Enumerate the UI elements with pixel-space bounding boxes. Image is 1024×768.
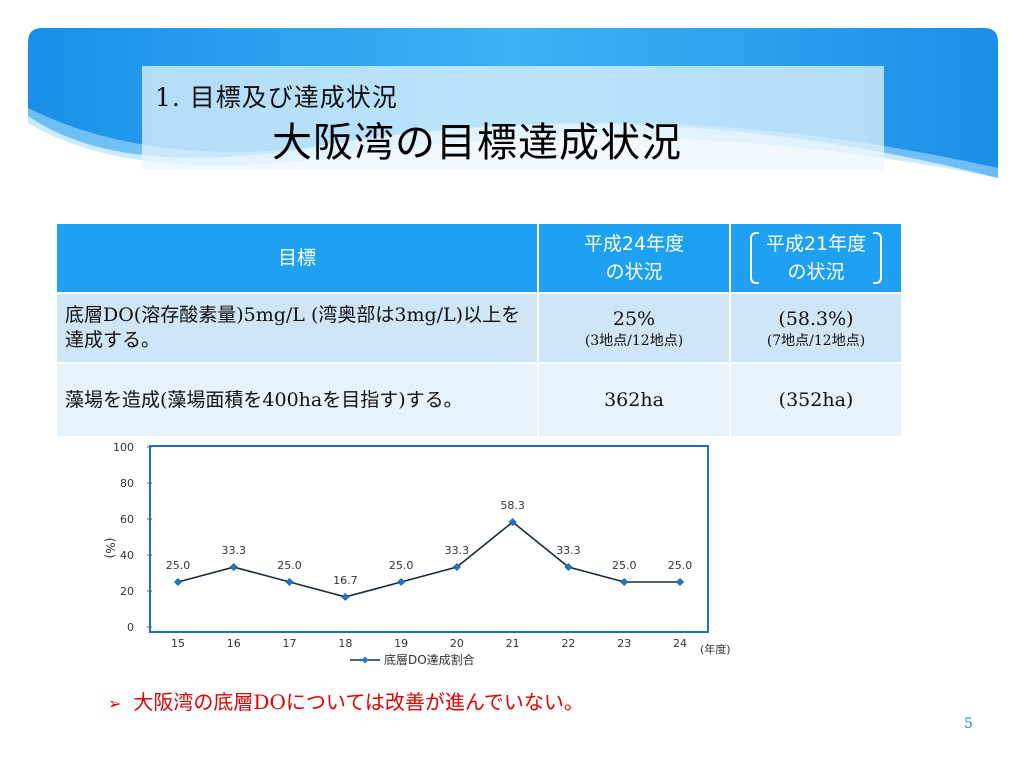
y-tick-label: 60	[120, 513, 134, 526]
x-tick-label: 22	[561, 637, 575, 650]
row-h21-value: (352ha)	[729, 362, 903, 438]
x-tick-label: 20	[450, 637, 464, 650]
header-h24-line2: の状況	[605, 261, 663, 283]
y-tick-label: 40	[120, 549, 134, 562]
data-point	[341, 593, 350, 601]
conclusion-note: ➢ 大阪湾の底層DOについては改善が進んでいない。	[108, 686, 584, 715]
x-tick-label: 21	[506, 637, 520, 650]
row-goal: 底層DO(溶存酸素量)5mg/L (湾奥部は3mg/L)以上を達成する。	[55, 292, 539, 364]
legend-label: 底層DO達成割合	[384, 652, 475, 667]
header-h24: 平成24年度 の状況	[537, 222, 731, 294]
slide-subtitle: 1. 目標及び達成状況	[155, 83, 398, 112]
slide-title: 大阪湾の目標達成状況	[272, 120, 682, 166]
bullet-arrow-icon: ➢	[108, 694, 122, 713]
data-label: 33.3	[445, 544, 470, 557]
row-h21: (58.3%) (7地点/12地点)	[729, 292, 903, 364]
data-label: 25.0	[277, 559, 302, 572]
data-label: 25.0	[612, 559, 637, 572]
data-label: 25.0	[389, 559, 414, 572]
data-point	[285, 578, 294, 586]
plot-frame	[149, 445, 709, 633]
data-point	[508, 518, 517, 526]
data-label: 16.7	[333, 574, 358, 587]
table-row: 底層DO(溶存酸素量)5mg/L (湾奥部は3mg/L)以上を達成する。 25%…	[55, 292, 903, 364]
row-goal: 藻場を造成(藻場面積を400haを目指す)する。	[55, 362, 539, 438]
x-tick-label: 19	[394, 637, 408, 650]
table-row: 藻場を造成(藻場面積を400haを目指す)する。 362ha (352ha)	[55, 362, 903, 438]
legend-marker	[361, 656, 369, 664]
row-h24-sub: (3地点/12地点)	[584, 332, 684, 349]
data-point	[174, 578, 182, 586]
header-h21: 平成21年度 の状況	[729, 222, 903, 294]
title-panel	[142, 66, 884, 170]
table-header-row: 目標 平成24年度 の状況 平成21年度 の状況	[55, 222, 903, 294]
x-tick-label: 24	[673, 637, 687, 650]
y-tick-label: 20	[120, 585, 134, 598]
data-label: 25.0	[668, 559, 693, 572]
y-axis-label: (%)	[103, 538, 117, 559]
page-number: 5	[964, 716, 973, 732]
y-tick-label: 0	[127, 621, 134, 634]
data-point	[229, 563, 238, 571]
data-point	[452, 563, 461, 571]
data-label: 58.3	[500, 499, 525, 512]
header-goal: 目標	[55, 222, 539, 294]
data-label: 25.0	[166, 559, 191, 572]
row-h21-value: (58.3%)	[778, 307, 854, 330]
data-point	[397, 578, 406, 586]
header-h21-line2: の状況	[787, 261, 845, 283]
x-tick-label: 15	[171, 637, 185, 650]
series-line	[177, 521, 680, 598]
row-h24-value: 362ha	[537, 362, 731, 438]
goals-table: 目標 平成24年度 の状況 平成21年度 の状況 底層DO(溶存酸素量)5mg/…	[55, 222, 903, 438]
data-label: 33.3	[222, 544, 247, 557]
data-point	[564, 563, 573, 571]
x-tick-label: 18	[338, 637, 352, 650]
row-h21-sub: (7地点/12地点)	[766, 332, 866, 349]
x-tick-label: 17	[283, 637, 297, 650]
data-point	[620, 578, 629, 586]
header-h21-bracket: 平成21年度 の状況	[749, 230, 883, 286]
data-point	[676, 578, 684, 586]
x-tick-label: 16	[227, 637, 241, 650]
x-axis-label: (年度)	[700, 642, 731, 656]
conclusion-text: 大阪湾の底層DOについては改善が進んでいない。	[133, 690, 584, 714]
y-tick-label: 100	[113, 441, 134, 454]
data-label: 33.3	[556, 544, 581, 557]
y-tick-label: 80	[120, 477, 134, 490]
header-h21-line1: 平成21年度	[765, 233, 867, 255]
row-h24: 25% (3地点/12地点)	[537, 292, 731, 364]
header-h24-line1: 平成24年度	[583, 233, 685, 255]
row-h24-value: 25%	[612, 307, 656, 330]
x-tick-label: 23	[617, 637, 631, 650]
